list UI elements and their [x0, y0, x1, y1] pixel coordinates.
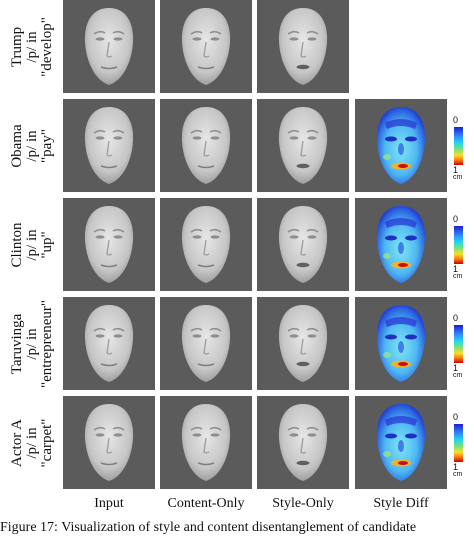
style-only-face-render — [278, 206, 328, 283]
input-face-panel — [63, 396, 155, 489]
row-label-line: /p/ in — [23, 426, 40, 459]
column-label-content-only: Content-Only — [167, 496, 245, 511]
input-face-panel — [63, 297, 155, 390]
scale-unit-label: cm — [453, 273, 463, 280]
row-label-line: /p/ in — [23, 30, 40, 63]
row-label: Actor A/p/ in "carpet" — [9, 403, 55, 483]
scale-unit-label: cm — [453, 372, 463, 379]
color-scale: 0 1 cm — [449, 412, 473, 480]
input-face-panel — [63, 99, 155, 192]
input-face-panel — [63, 198, 155, 291]
style-diff-face-render — [376, 206, 426, 283]
row-label-line: Clinton — [8, 222, 25, 268]
column-label-style-only: Style-Only — [272, 496, 334, 511]
scale-gradient-bar — [454, 127, 463, 165]
row-label: Clinton/p/ in "up" — [9, 205, 55, 285]
scale-unit-label: cm — [453, 471, 463, 478]
scale-min-label: 0 — [453, 115, 459, 125]
row-label-line: Trump — [8, 26, 25, 67]
scale-gradient-bar — [454, 325, 463, 363]
row-label-line: /p/ in — [23, 129, 40, 162]
style-only-face-render — [278, 305, 328, 382]
style-diff-face-panel — [355, 396, 447, 489]
scale-min-label: 0 — [453, 214, 459, 224]
scale-unit-label: cm — [453, 174, 463, 181]
style-only-face-panel — [257, 198, 349, 291]
row-label: Trump/p/ in "develop" — [9, 7, 55, 87]
input-face-render — [84, 8, 134, 85]
content-only-face-panel — [160, 0, 252, 93]
column-label-style-diff: Style Diff — [373, 496, 429, 511]
style-diff-face-panel — [355, 297, 447, 390]
style-only-face-render — [278, 107, 328, 184]
style-only-face-render — [278, 404, 328, 481]
style-diff-face-panel — [355, 99, 447, 192]
content-only-face-panel — [160, 99, 252, 192]
row-label-line: "entrepreneur" — [38, 299, 55, 388]
scale-min-label: 0 — [453, 313, 459, 323]
row-label-line: /p/ in — [23, 327, 40, 360]
scale-max-label: 1 — [453, 462, 459, 472]
content-only-face-render — [181, 107, 231, 184]
row-label-line: "pay" — [38, 128, 55, 163]
scale-gradient-bar — [454, 424, 463, 462]
input-face-render — [84, 206, 134, 283]
content-only-face-render — [181, 305, 231, 382]
scale-max-label: 1 — [453, 363, 459, 373]
scale-gradient-bar — [454, 226, 463, 264]
scale-max-label: 1 — [453, 165, 459, 175]
style-diff-face-panel — [355, 198, 447, 291]
row-label-line: "up" — [38, 230, 55, 259]
color-scale: 0 1 cm — [449, 313, 473, 381]
input-face-render — [84, 107, 134, 184]
content-only-face-panel — [160, 198, 252, 291]
content-only-face-render — [181, 404, 231, 481]
input-face-render — [84, 404, 134, 481]
row-label-line: Obama — [8, 123, 25, 168]
style-only-face-panel — [257, 99, 349, 192]
scale-min-label: 0 — [453, 412, 459, 422]
figure-caption: Figure 17: Visualization of style and co… — [0, 520, 417, 535]
row-label: Obama/p/ in "pay" — [9, 106, 55, 186]
input-face-render — [84, 305, 134, 382]
style-only-face-render — [278, 8, 328, 85]
column-label-input: Input — [94, 496, 124, 511]
style-diff-face-render — [376, 305, 426, 382]
content-only-face-panel — [160, 297, 252, 390]
scale-max-label: 1 — [453, 264, 459, 274]
style-diff-face-render — [376, 107, 426, 184]
style-only-face-panel — [257, 0, 349, 93]
row-label-line: "develop" — [38, 16, 55, 77]
row-label-line: "carpet" — [38, 418, 55, 467]
row-label-line: /p/ in — [23, 228, 40, 261]
row-label: Taruvinga/p/ in "entrepreneur" — [9, 299, 55, 387]
row-label-line: Actor A — [8, 418, 25, 467]
content-only-face-render — [181, 206, 231, 283]
content-only-face-panel — [160, 396, 252, 489]
row-label-line: Taruvinga — [8, 313, 25, 374]
style-only-face-panel — [257, 396, 349, 489]
color-scale: 0 1 cm — [449, 214, 473, 282]
color-scale: 0 1 cm — [449, 115, 473, 183]
content-only-face-render — [181, 8, 231, 85]
style-diff-face-render — [376, 404, 426, 481]
input-face-panel — [63, 0, 155, 93]
style-only-face-panel — [257, 297, 349, 390]
